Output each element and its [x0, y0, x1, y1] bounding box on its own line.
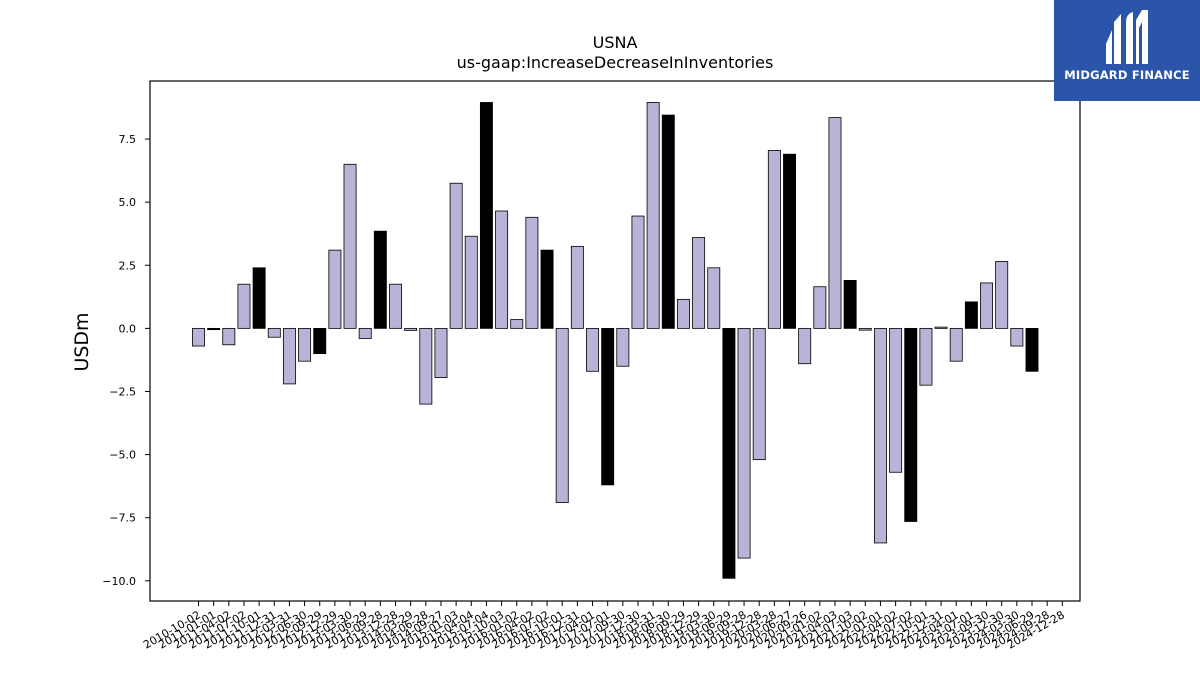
bar-2012-06-30: [298, 327, 312, 362]
bar-2017-12-30: [631, 215, 645, 329]
bar-2011-04-02: [222, 327, 236, 346]
y-tick-label: 0.0: [119, 322, 137, 335]
bar-2016-10-01: [555, 327, 569, 503]
y-tick-label: 7.5: [119, 133, 137, 146]
bar-2012-09-29: [313, 327, 327, 355]
bar-2023-04-01: [949, 327, 963, 362]
y-tick-label: −2.5: [109, 385, 136, 398]
bar-2020-03-28: [767, 150, 781, 329]
bar-2022-07-02: [904, 327, 918, 522]
bar-2014-06-28: [419, 327, 433, 405]
bar-2021-01-02: [813, 286, 827, 329]
bar-2018-12-29: [692, 237, 706, 329]
y-tick-label: −10.0: [102, 575, 136, 588]
bar-2016-07-02: [540, 249, 554, 329]
bar-2022-10-01: [919, 327, 933, 386]
y-tick-label: 5.0: [119, 196, 137, 209]
y-tick-label: −5.0: [109, 449, 136, 462]
bar-2017-09-30: [616, 327, 630, 367]
bar-2023-07-01: [964, 301, 978, 329]
bar-2012-03-31: [282, 327, 296, 385]
bar-2013-09-28: [373, 230, 387, 329]
bar-2015-10-03: [495, 210, 509, 329]
bar-2011-10-01: [252, 267, 266, 329]
bar-2013-06-29: [358, 327, 372, 339]
bar-2016-04-02: [525, 216, 539, 329]
bar-2015-01-03: [449, 182, 463, 329]
bar-2016-12-31: [570, 245, 584, 329]
x-axis-ticks: 2010-10-022011-01-012011-04-022011-07-02…: [141, 601, 1067, 652]
bar-2021-07-03: [843, 280, 857, 329]
bar-2023-12-30: [995, 261, 1009, 329]
bar-2011-12-31: [267, 327, 281, 338]
bar-2021-04-03: [828, 117, 842, 329]
bar-2016-01-02: [510, 319, 524, 329]
chart-subtitle: us-gaap:IncreaseDecreaseInInventories: [457, 53, 774, 72]
plot-frame: [149, 80, 1081, 602]
bar-2019-09-28: [737, 327, 751, 559]
bar-2012-12-29: [328, 249, 342, 329]
bar-2021-10-02: [858, 327, 872, 331]
bar-2017-07-01: [601, 327, 615, 486]
bar-2022-04-02: [889, 327, 903, 473]
bar-2022-01-01: [873, 327, 887, 544]
bar-2018-03-31: [646, 102, 660, 329]
bar-2018-06-30: [661, 114, 675, 329]
bar-2018-09-29: [676, 298, 690, 329]
bar-2022-12-31: [934, 326, 948, 329]
midgard-finance-logo: MIDGARD FINANCE: [1054, 0, 1200, 101]
bar-2024-03-30: [1010, 327, 1024, 347]
bar-2014-09-27: [434, 327, 448, 379]
bar-2020-06-27: [783, 153, 796, 329]
logo-text: MIDGARD FINANCE: [1064, 68, 1190, 82]
bar-2023-09-30: [980, 282, 993, 329]
bar-2010-10-02: [192, 327, 205, 347]
midgard-finance-logo-icon: [1106, 10, 1148, 64]
y-axis-ticks: −10.0 −7.5 −5.0 −2.5 0.0 2.5 5.0 7.5: [102, 133, 150, 588]
bar-2019-06-29: [722, 327, 736, 579]
bar-2011-07-02: [237, 283, 251, 329]
bar-2015-04-04: [464, 235, 478, 329]
bar-2019-03-30: [707, 267, 721, 329]
bar-2024-06-29: [1025, 327, 1039, 372]
chart-title: USNA: [593, 33, 638, 52]
bar-2020-09-26: [798, 327, 812, 365]
bar-2019-12-28: [752, 327, 766, 461]
bar-2015-07-04: [479, 102, 493, 329]
bar-2013-03-30: [343, 163, 357, 329]
bar-2013-12-28: [389, 283, 402, 329]
bar-2014-03-29: [404, 327, 418, 331]
y-tick-label: 2.5: [119, 259, 137, 272]
y-tick-label: −7.5: [109, 512, 136, 525]
bar-2011-01-01: [207, 327, 221, 331]
y-axis-label: USDm: [71, 312, 93, 371]
bar-2017-04-01: [586, 327, 599, 372]
bars: [192, 102, 1039, 579]
